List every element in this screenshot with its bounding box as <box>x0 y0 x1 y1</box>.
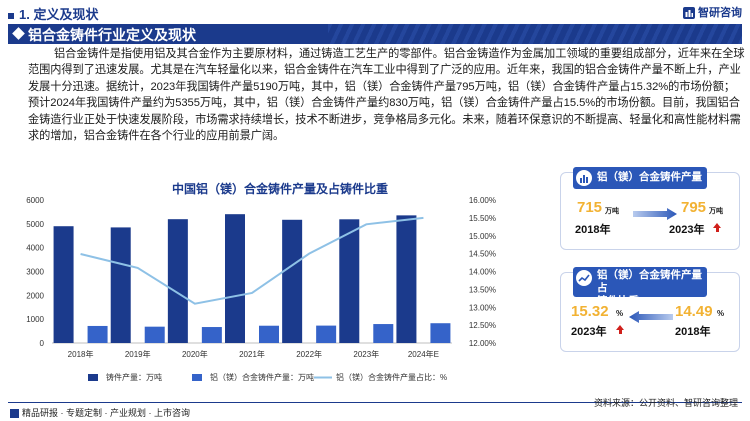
share-2023-year: 2023年 <box>571 326 607 338</box>
footer-tagline: 精品研报 · 专题定制 · 产业规划 · 上市咨询 <box>10 406 190 419</box>
report-icon <box>10 409 19 419</box>
square-icon <box>8 12 14 19</box>
banner-title: 铝合金铸件行业定义及现状 <box>28 27 196 43</box>
legend-swatch <box>192 374 202 381</box>
section-heading-text: 1. 定义及现状 <box>19 7 99 22</box>
arrow-left-icon <box>629 311 673 323</box>
production-panel: 铝（镁）合金铸件产量 715 万吨 2018年 795 万吨 2023年 <box>560 167 740 250</box>
y-right-tick-label: 15.00% <box>469 232 496 241</box>
legend-label: 铝（镁）合金铸件产量：万吨 <box>210 372 314 382</box>
y-left-tick-label: 0 <box>40 339 45 348</box>
x-tick-label: 2019年 <box>125 349 151 359</box>
section-heading: 1. 定义及现状 <box>8 4 98 23</box>
bar-alloy-castings <box>430 323 451 343</box>
x-tick-label: 2021年 <box>239 349 265 359</box>
y-right-tick-label: 12.00% <box>469 339 496 348</box>
share-2023-value: 15.32 <box>571 303 609 320</box>
bar-castings <box>53 226 74 343</box>
y-left-tick-label: 1000 <box>26 315 44 324</box>
bar-alloy-castings <box>316 325 337 343</box>
banner-decoration <box>328 24 742 44</box>
y-right-tick-label: 15.50% <box>469 214 496 223</box>
y-right-tick-label: 14.50% <box>469 250 496 259</box>
bar-castings <box>110 227 131 343</box>
bar-castings <box>396 215 417 343</box>
brand-mark-icon <box>683 7 695 20</box>
y-left-tick-label: 2000 <box>26 291 44 300</box>
share-panel-title-line2: 铸件比重 <box>597 295 639 307</box>
bar-alloy-castings <box>87 325 108 343</box>
y-right-tick-label: 13.00% <box>469 303 496 312</box>
legend-label: 铸件产量：万吨 <box>106 372 162 382</box>
legend-swatch <box>88 374 98 381</box>
title-banner: 铝合金铸件行业定义及现状 <box>8 24 742 44</box>
bar-alloy-castings <box>201 327 222 343</box>
y-right-tick-label: 13.50% <box>469 285 496 294</box>
intro-paragraph: 铝合金铸件是指使用铝及其合金作为主要原材料，通过铸造工艺生产的零部件。铝合金铸造… <box>28 48 745 143</box>
trend-chart-icon <box>576 270 592 286</box>
footer-tagline-text: 精品研报 · 专题定制 · 产业规划 · 上市咨询 <box>22 408 190 418</box>
bar-castings <box>339 219 360 343</box>
share-2018-value: 14.49 <box>675 303 713 320</box>
share-2018-unit: % <box>717 309 725 318</box>
brand-name: 智研咨询 <box>698 7 742 19</box>
share-panel: 铝（镁）合金铸件产量占 铸件比重 15.32 % 2023年 14.49 % 2… <box>560 267 740 352</box>
share-panel-title: 铝（镁）合金铸件产量占 铸件比重 <box>597 269 707 308</box>
production-2023-value: 795 <box>681 199 707 216</box>
arrow-right-icon <box>633 208 677 220</box>
production-2018-year: 2018年 <box>575 224 611 236</box>
y-right-tick-label: 14.00% <box>469 268 496 277</box>
y-left-tick-label: 5000 <box>26 220 44 229</box>
bar-alloy-castings <box>373 324 394 343</box>
chart-title: 中国铝（镁）合金铸件产量及占铸件比重 <box>171 182 388 196</box>
y-right-tick-label: 16.00% <box>469 196 496 205</box>
x-tick-label: 2023年 <box>353 349 379 359</box>
increase-arrow-icon <box>713 223 721 232</box>
source-note: 资料来源：公开资料、智研咨询整理 <box>593 398 738 408</box>
share-line <box>80 216 424 305</box>
x-tick-label: 2018年 <box>68 349 94 359</box>
production-panel-title: 铝（镁）合金铸件产量 <box>597 171 702 183</box>
footer-divider <box>8 402 742 403</box>
x-tick-label: 2020年 <box>182 349 208 359</box>
bar-castings <box>167 219 188 343</box>
x-tick-label: 2022年 <box>296 349 322 359</box>
legend-label: 铝（镁）合金铸件产量占比：% <box>336 372 447 382</box>
bar-alloy-castings <box>144 326 165 343</box>
brand-logo: 智研咨询 <box>682 4 742 20</box>
top-bar: 1. 定义及现状 智研咨询 <box>0 0 750 24</box>
share-2023-unit: % <box>616 309 624 318</box>
production-2023-unit: 万吨 <box>709 208 723 215</box>
y-left-tick-label: 4000 <box>26 244 44 253</box>
production-2018-value: 715 <box>577 199 603 216</box>
increase-arrow-icon <box>616 325 624 334</box>
bar-castings <box>225 214 245 343</box>
production-2023-year: 2023年 <box>669 224 705 236</box>
y-left-tick-label: 6000 <box>26 196 44 205</box>
share-panel-header: 铝（镁）合金铸件产量占 铸件比重 <box>573 267 707 307</box>
share-2018-year: 2018年 <box>675 326 711 338</box>
production-2018-unit: 万吨 <box>605 208 619 215</box>
share-panel-title-line1: 铝（镁）合金铸件产量占 <box>597 269 702 294</box>
y-left-tick-label: 3000 <box>26 268 44 277</box>
production-panel-header: 铝（镁）合金铸件产量 <box>573 167 707 189</box>
y-right-tick-label: 12.50% <box>469 321 496 330</box>
bar-castings <box>282 219 303 343</box>
bar-alloy-castings <box>259 325 279 343</box>
bar-chart-icon <box>576 170 592 186</box>
x-tick-label: 2024年E <box>408 349 439 359</box>
